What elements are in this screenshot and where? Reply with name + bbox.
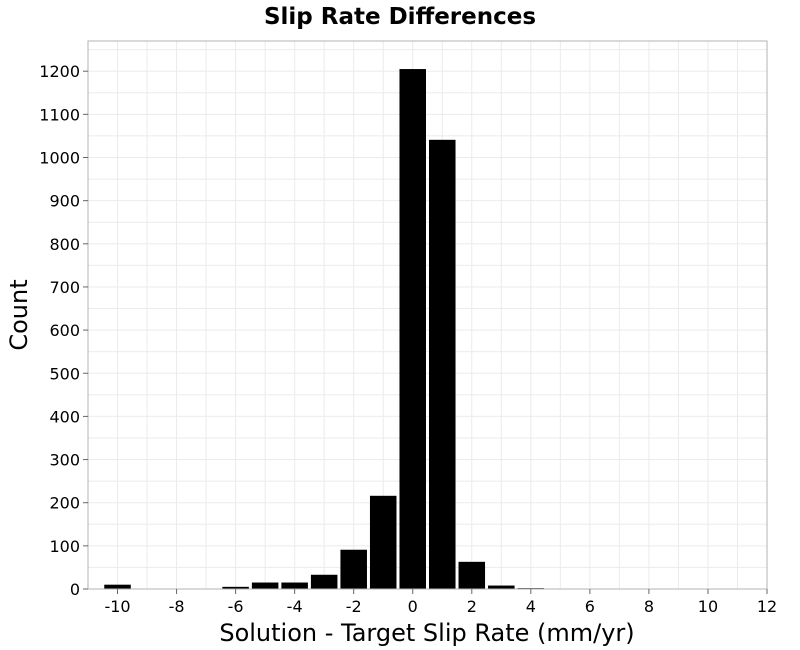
y-tick-label: 900 xyxy=(49,192,80,211)
y-tick-label: 500 xyxy=(49,364,80,383)
x-tick-label: -4 xyxy=(287,597,303,616)
grid-lines xyxy=(87,41,768,590)
y-tick-label: 200 xyxy=(49,494,80,513)
histogram-bar xyxy=(251,582,279,589)
x-tick-label: 8 xyxy=(644,597,654,616)
x-tick-label: -8 xyxy=(169,597,185,616)
x-tick-label: 4 xyxy=(526,597,536,616)
x-tick-label: -6 xyxy=(228,597,244,616)
histogram-bar xyxy=(399,69,426,589)
x-tick-label: 6 xyxy=(585,597,595,616)
y-tick-label: 1100 xyxy=(39,105,80,124)
plot-frame xyxy=(87,40,768,590)
y-tick-label: 0 xyxy=(70,580,80,599)
bars xyxy=(104,69,633,589)
x-axis-ticks: -10 -8 -6 -4 -2 0 2 4 6 8 10 12 xyxy=(104,589,777,616)
y-axis-label: Count xyxy=(5,279,33,350)
y-tick-label: 700 xyxy=(49,278,80,297)
histogram-bar xyxy=(458,561,486,589)
x-axis-label: Solution - Target Slip Rate (mm/yr) xyxy=(219,619,634,647)
histogram-bar xyxy=(488,585,515,589)
histogram-bar xyxy=(429,139,456,589)
x-tick-label: 0 xyxy=(408,597,418,616)
y-tick-label: 100 xyxy=(49,537,80,556)
histogram-bar xyxy=(310,574,338,589)
chart-title: Slip Rate Differences xyxy=(264,4,536,30)
y-tick-label: 600 xyxy=(49,321,80,340)
x-tick-label: -10 xyxy=(104,597,130,616)
histogram-bar xyxy=(222,586,249,589)
histogram-bar xyxy=(369,495,397,589)
histogram-bar xyxy=(340,549,367,589)
x-tick-label: 2 xyxy=(467,597,477,616)
y-tick-label: 800 xyxy=(49,235,80,254)
y-tick-label: 300 xyxy=(49,451,80,470)
x-tick-label: 10 xyxy=(698,597,718,616)
y-tick-label: 400 xyxy=(49,407,80,426)
x-tick-label: -2 xyxy=(346,597,362,616)
y-axis-ticks: 0 100 200 300 400 500 600 700 800 900 1000 1100 1200 xyxy=(39,62,88,599)
histogram-bar xyxy=(104,584,131,589)
x-tick-label: 12 xyxy=(757,597,777,616)
histogram-bar xyxy=(281,582,308,589)
y-tick-label: 1200 xyxy=(39,62,80,81)
y-tick-label: 1000 xyxy=(39,149,80,168)
